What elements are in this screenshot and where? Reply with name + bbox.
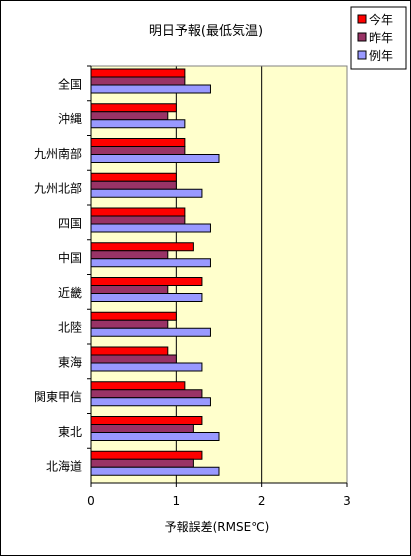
legend-label-昨年: 昨年 bbox=[369, 31, 393, 45]
bar-東海-昨年 bbox=[90, 354, 177, 364]
x-tick-label: 2 bbox=[258, 494, 266, 508]
bar-沖縄-昨年 bbox=[90, 111, 169, 121]
y-tick-label: 沖縄 bbox=[58, 111, 82, 126]
bar-近畿-今年 bbox=[90, 277, 203, 286]
bar-北陸-例年 bbox=[90, 327, 211, 337]
x-tick-label: 1 bbox=[173, 494, 181, 508]
bar-中国-例年 bbox=[90, 258, 211, 268]
y-tick-label: 四国 bbox=[58, 216, 82, 230]
bar-九州南部-今年 bbox=[90, 138, 186, 147]
x-tick-label: 3 bbox=[343, 494, 351, 508]
bar-北陸-昨年 bbox=[90, 319, 169, 329]
bar-九州南部-例年 bbox=[90, 154, 220, 163]
bar-東北-例年 bbox=[90, 432, 220, 441]
bar-北陸-今年 bbox=[90, 311, 177, 321]
bar-九州北部-昨年 bbox=[90, 180, 177, 190]
plot-background bbox=[91, 66, 347, 483]
y-tick-label: 近畿 bbox=[58, 286, 82, 300]
bar-九州南部-昨年 bbox=[90, 146, 186, 155]
bar-関東甲信-昨年 bbox=[90, 389, 203, 399]
bar-全国-昨年 bbox=[90, 76, 186, 86]
bar-九州北部-例年 bbox=[90, 188, 203, 198]
bar-関東甲信-今年 bbox=[90, 381, 186, 391]
y-tick-label: 関東甲信 bbox=[34, 390, 82, 404]
bar-四国-昨年 bbox=[90, 215, 186, 225]
legend-swatch-例年 bbox=[357, 50, 367, 60]
bar-九州北部-今年 bbox=[90, 172, 177, 182]
y-tick-label: 全国 bbox=[58, 76, 82, 91]
legend-label-例年: 例年 bbox=[369, 49, 393, 63]
legend-label-今年: 今年 bbox=[369, 12, 393, 27]
bar-北海道-今年 bbox=[90, 450, 203, 460]
bar-東海-今年 bbox=[90, 346, 169, 356]
bar-東北-昨年 bbox=[90, 424, 194, 433]
legend-swatch-昨年 bbox=[357, 32, 367, 42]
y-tick-label: 北陸 bbox=[58, 321, 82, 335]
bar-関東甲信-例年 bbox=[90, 397, 211, 407]
y-tick-label: 東北 bbox=[58, 425, 82, 439]
bar-沖縄-今年 bbox=[90, 103, 177, 113]
bar-東海-例年 bbox=[90, 362, 203, 372]
y-tick-label: 九州南部 bbox=[34, 146, 82, 161]
bar-中国-今年 bbox=[90, 242, 194, 252]
y-tick-label: 九州北部 bbox=[34, 181, 82, 196]
bar-近畿-昨年 bbox=[90, 285, 169, 294]
y-tick-label: 東海 bbox=[58, 354, 82, 369]
bar-近畿-例年 bbox=[90, 293, 203, 302]
legend-swatch-今年 bbox=[357, 14, 367, 24]
x-axis-label: 予報誤差(RMSE℃) bbox=[165, 519, 270, 534]
bar-全国-今年 bbox=[90, 68, 186, 78]
y-tick-label: 中国 bbox=[58, 250, 82, 265]
bar-四国-例年 bbox=[90, 223, 211, 233]
y-tick-label: 北海道 bbox=[46, 459, 82, 474]
bar-中国-昨年 bbox=[90, 250, 169, 260]
bar-北海道-昨年 bbox=[90, 458, 194, 468]
x-tick-label: 0 bbox=[87, 494, 95, 508]
bar-東北-今年 bbox=[90, 416, 203, 425]
bar-沖縄-例年 bbox=[90, 119, 186, 129]
bar-北海道-例年 bbox=[90, 466, 220, 476]
bar-全国-例年 bbox=[90, 84, 211, 94]
chart-title: 明日予報(最低気温) bbox=[149, 23, 263, 39]
bar-四国-今年 bbox=[90, 207, 186, 217]
